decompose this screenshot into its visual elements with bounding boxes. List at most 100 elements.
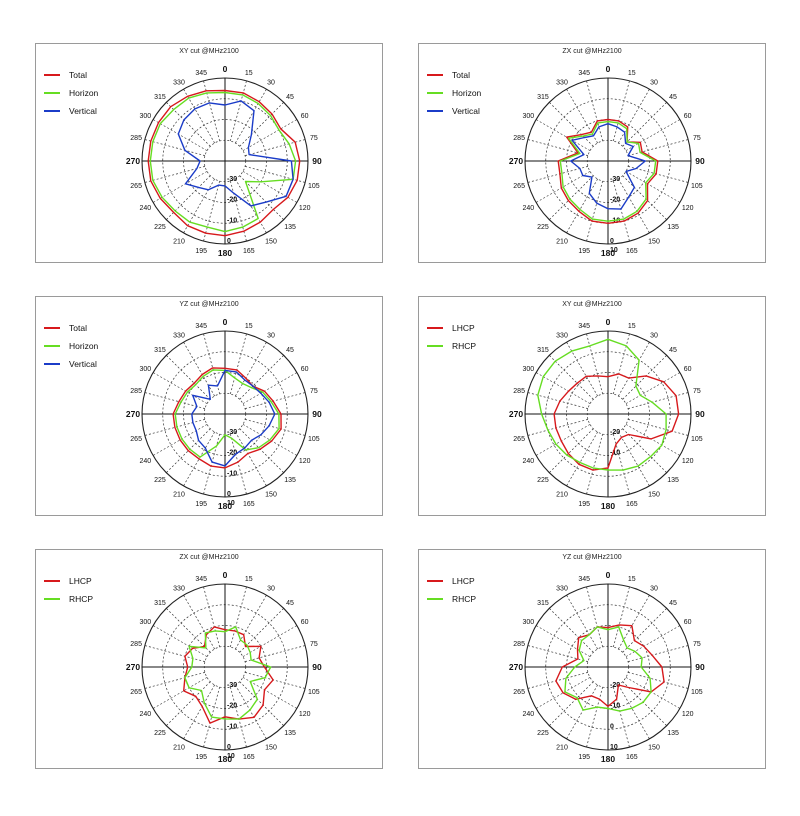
radial-label: 10 bbox=[610, 247, 618, 254]
grid-spoke bbox=[527, 645, 589, 662]
angle-label: 180 bbox=[218, 754, 232, 764]
angle-label: 75 bbox=[310, 388, 318, 395]
legend-item: Horizon bbox=[427, 84, 481, 102]
angle-label: 300 bbox=[139, 619, 151, 626]
angle-label: 90 bbox=[695, 156, 705, 166]
angle-label: 300 bbox=[522, 366, 534, 373]
angle-label: 270 bbox=[509, 156, 523, 166]
series-line-total bbox=[172, 367, 282, 469]
series-line-horizon bbox=[149, 91, 297, 233]
angle-label: 345 bbox=[195, 576, 207, 583]
angle-label: 60 bbox=[301, 113, 309, 120]
angle-label: 0 bbox=[606, 317, 611, 327]
angle-label: 180 bbox=[218, 501, 232, 511]
angle-label: 285 bbox=[130, 135, 142, 142]
angle-label: 75 bbox=[310, 641, 318, 648]
angle-label: 180 bbox=[601, 754, 615, 764]
radial-label: 0 bbox=[227, 238, 231, 245]
angle-label: 210 bbox=[556, 239, 568, 246]
grid-spoke bbox=[627, 419, 689, 436]
angle-label: 165 bbox=[626, 754, 638, 761]
grid-spoke bbox=[244, 645, 306, 662]
angle-label: 195 bbox=[578, 248, 590, 255]
angle-label: 265 bbox=[130, 689, 142, 696]
angle-label: 0 bbox=[606, 570, 611, 580]
grid-spoke bbox=[527, 672, 589, 689]
angle-label: 330 bbox=[173, 332, 185, 339]
grid-spoke bbox=[230, 686, 247, 748]
legend: LHCP RHCP bbox=[427, 319, 476, 355]
radial-label: -30 bbox=[227, 176, 237, 183]
angle-label: 165 bbox=[243, 248, 255, 255]
angle-label: 45 bbox=[286, 94, 294, 101]
legend-swatch bbox=[427, 598, 443, 600]
legend-item: LHCP bbox=[44, 572, 93, 590]
angle-label: 285 bbox=[513, 135, 525, 142]
legend-swatch bbox=[427, 345, 443, 347]
legend: LHCP RHCP bbox=[427, 572, 476, 608]
angle-label: 90 bbox=[312, 409, 322, 419]
legend-label: Total bbox=[69, 70, 87, 80]
angle-label: 60 bbox=[301, 366, 309, 373]
angle-label: 210 bbox=[173, 239, 185, 246]
angle-label: 285 bbox=[130, 641, 142, 648]
legend-label: Horizon bbox=[452, 88, 482, 98]
angle-label: 75 bbox=[693, 388, 701, 395]
legend-item: Vertical bbox=[44, 102, 98, 120]
angle-label: 285 bbox=[130, 388, 142, 395]
legend-swatch bbox=[44, 110, 60, 112]
angle-label: 150 bbox=[265, 239, 277, 246]
angle-label: 265 bbox=[513, 689, 525, 696]
legend-item: Total bbox=[44, 319, 98, 337]
radial-label: -20 bbox=[227, 703, 237, 710]
angle-label: 195 bbox=[578, 754, 590, 761]
grid-spoke bbox=[627, 166, 689, 183]
radial-label: -30 bbox=[227, 429, 237, 436]
angle-label: 225 bbox=[537, 730, 549, 737]
angle-label: 330 bbox=[556, 585, 568, 592]
grid-spoke bbox=[230, 80, 247, 142]
grid-spoke bbox=[586, 180, 603, 242]
polar-plot: 0 15 30 45 60 75 90 105 120 135 150 165 180 195 210 225… bbox=[509, 64, 705, 258]
series-line-lhcp bbox=[555, 624, 665, 708]
angle-label: 315 bbox=[537, 600, 549, 607]
legend-item: Vertical bbox=[427, 102, 481, 120]
angle-label: 180 bbox=[218, 248, 232, 258]
angle-label: 330 bbox=[173, 585, 185, 592]
angle-label: 240 bbox=[139, 205, 151, 212]
angle-label: 105 bbox=[308, 689, 320, 696]
angle-label: 225 bbox=[537, 224, 549, 231]
radial-label: 10 bbox=[227, 500, 235, 507]
angle-label: 345 bbox=[195, 323, 207, 330]
series-line-rhcp bbox=[537, 338, 667, 471]
legend-swatch bbox=[44, 327, 60, 329]
angle-label: 330 bbox=[173, 79, 185, 86]
angle-label: 330 bbox=[556, 79, 568, 86]
legend-label: LHCP bbox=[452, 323, 475, 333]
grid-spoke bbox=[613, 433, 630, 495]
grid-spoke bbox=[527, 166, 589, 183]
angle-label: 225 bbox=[154, 224, 166, 231]
angle-label: 225 bbox=[154, 477, 166, 484]
chart-panel-1: XY cut @MHz2100 Total Horizon Vertical 0 15 30… bbox=[35, 43, 383, 263]
angle-label: 270 bbox=[509, 662, 523, 672]
angle-label: 75 bbox=[693, 135, 701, 142]
angle-label: 60 bbox=[684, 113, 692, 120]
angle-label: 90 bbox=[695, 662, 705, 672]
angle-label: 240 bbox=[522, 711, 534, 718]
radial-label: -20 bbox=[610, 197, 620, 204]
angle-label: 225 bbox=[154, 730, 166, 737]
angle-label: 180 bbox=[601, 501, 615, 511]
legend: Total Horizon Vertical bbox=[427, 66, 481, 120]
angle-label: 30 bbox=[650, 585, 658, 592]
angle-label: 265 bbox=[130, 436, 142, 443]
angle-label: 45 bbox=[669, 347, 677, 354]
series-line-vertical bbox=[569, 122, 647, 210]
legend-item: Total bbox=[44, 66, 98, 84]
angle-label: 270 bbox=[509, 409, 523, 419]
angle-label: 90 bbox=[695, 409, 705, 419]
grid-spoke bbox=[586, 586, 603, 648]
polar-plot: 0 15 30 45 60 75 90 105 120 135 150 165 180 195 210 225… bbox=[126, 64, 322, 258]
angle-label: 135 bbox=[667, 730, 679, 737]
angle-label: 345 bbox=[578, 70, 590, 77]
